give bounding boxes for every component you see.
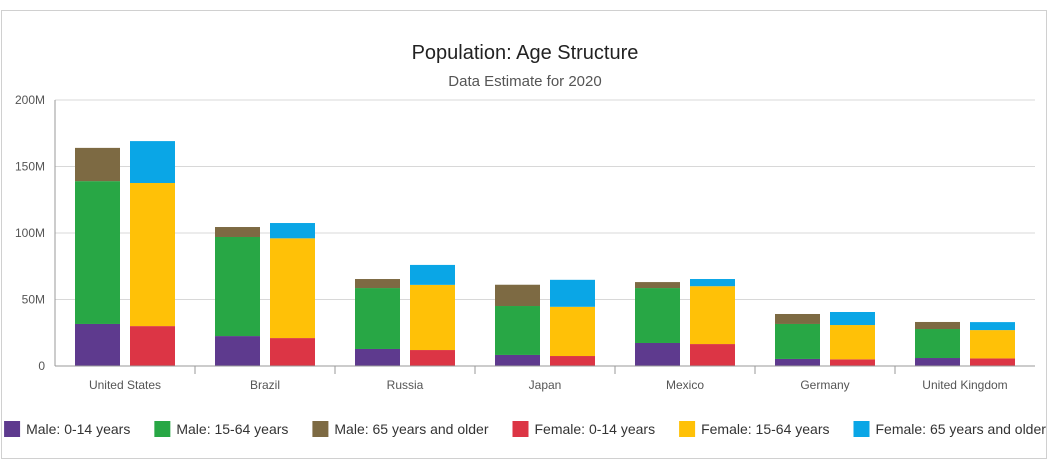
- legend-swatch: [853, 421, 870, 437]
- legend-label: Female: 0-14 years: [534, 421, 655, 437]
- bar-segment[interactable]: [215, 227, 260, 237]
- bar-segment[interactable]: [355, 288, 400, 349]
- bar-segment[interactable]: [915, 329, 960, 359]
- x-tick-label: Mexico: [666, 378, 704, 392]
- bar-segment[interactable]: [355, 348, 400, 366]
- legend-label: Female: 65 years and older: [875, 421, 1046, 437]
- legend-item[interactable]: Female: 15-64 years: [679, 421, 830, 437]
- y-tick-label: 200M: [15, 93, 45, 107]
- bar-segment[interactable]: [270, 238, 315, 339]
- bar-segment[interactable]: [495, 354, 540, 366]
- bar-segment[interactable]: [130, 182, 175, 327]
- bar-segment[interactable]: [690, 344, 735, 366]
- bar-segment[interactable]: [970, 358, 1015, 366]
- x-tick-label: Germany: [800, 378, 849, 392]
- legend-swatch: [679, 421, 696, 437]
- bar-segment[interactable]: [410, 264, 455, 285]
- chart-frame: [1, 10, 1047, 459]
- bar-segment[interactable]: [410, 284, 455, 351]
- legend-swatch: [312, 421, 329, 437]
- bar-segment[interactable]: [830, 359, 875, 366]
- legend-item[interactable]: Male: 15-64 years: [154, 421, 288, 437]
- legend-item[interactable]: Female: 0-14 years: [512, 421, 655, 437]
- legend-label: Male: 0-14 years: [26, 421, 130, 437]
- x-tick-label: Japan: [529, 378, 562, 392]
- x-tick-label: Russia: [387, 378, 424, 392]
- bar-segment[interactable]: [130, 141, 175, 183]
- bar-segment[interactable]: [830, 325, 875, 360]
- legend-item[interactable]: Female: 65 years and older: [853, 421, 1046, 437]
- legend-item[interactable]: Male: 65 years and older: [312, 421, 489, 437]
- bar-segment[interactable]: [495, 284, 540, 307]
- bar-segment[interactable]: [550, 306, 595, 357]
- bar-segment[interactable]: [915, 358, 960, 366]
- bar-segment[interactable]: [215, 236, 260, 337]
- legend-label: Male: 15-64 years: [176, 421, 288, 437]
- legend-label: Female: 15-64 years: [701, 421, 829, 437]
- bar-segment[interactable]: [130, 326, 175, 366]
- bar-segment[interactable]: [775, 313, 820, 324]
- bar-segment[interactable]: [270, 223, 315, 239]
- y-tick-label: 100M: [15, 226, 45, 240]
- bar-segment[interactable]: [775, 323, 820, 359]
- bar-segment[interactable]: [75, 181, 120, 324]
- bar-segment[interactable]: [215, 336, 260, 366]
- bar-segment[interactable]: [635, 288, 680, 343]
- legend-swatch: [512, 421, 529, 437]
- bar-segment[interactable]: [690, 286, 735, 345]
- bar-segment[interactable]: [970, 322, 1015, 331]
- bar-segment[interactable]: [550, 356, 595, 366]
- bar-segment[interactable]: [830, 312, 875, 326]
- bar-segment[interactable]: [495, 306, 540, 355]
- chart-title: Population: Age Structure: [412, 42, 639, 64]
- y-tick-label: 0: [38, 359, 45, 373]
- bar-segment[interactable]: [775, 358, 820, 366]
- bar-segment[interactable]: [270, 338, 315, 366]
- bar-segment[interactable]: [635, 282, 680, 289]
- bar-segment[interactable]: [915, 321, 960, 330]
- y-tick-label: 50M: [22, 293, 45, 307]
- y-tick-label: 150M: [15, 160, 45, 174]
- x-tick-label: Brazil: [250, 378, 280, 392]
- bar-segment[interactable]: [410, 350, 455, 366]
- bar-segment[interactable]: [970, 330, 1015, 359]
- bar-segment[interactable]: [690, 279, 735, 287]
- x-tick-label: United Kingdom: [922, 378, 1007, 392]
- legend-label: Male: 65 years and older: [334, 421, 488, 437]
- bar-segment[interactable]: [75, 323, 120, 366]
- legend-swatch: [4, 421, 21, 437]
- legend-swatch: [154, 421, 171, 437]
- bar-segment[interactable]: [355, 279, 400, 289]
- bar-segment[interactable]: [550, 279, 595, 307]
- chart-subtitle: Data Estimate for 2020: [448, 73, 601, 90]
- bar-segment[interactable]: [75, 147, 120, 182]
- bar-segment[interactable]: [635, 342, 680, 366]
- legend-item[interactable]: Male: 0-14 years: [4, 421, 130, 437]
- x-tick-label: United States: [89, 378, 161, 392]
